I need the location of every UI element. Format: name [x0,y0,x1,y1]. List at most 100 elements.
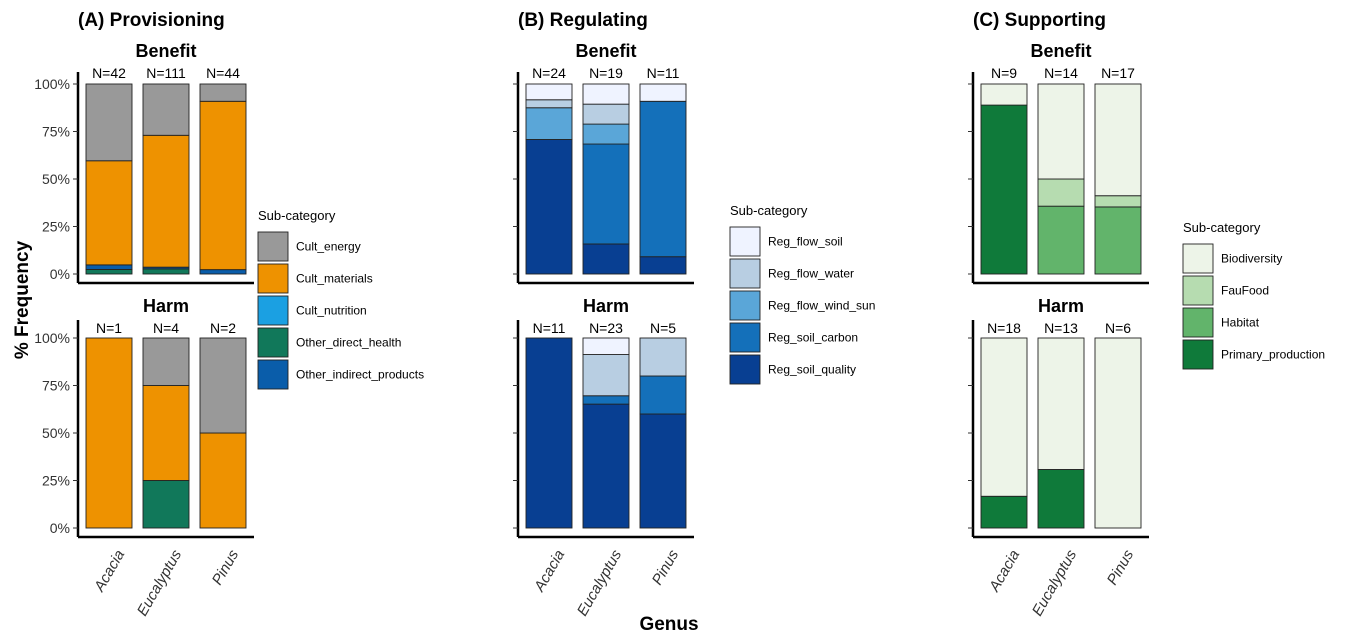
x-tick-label: Pinus [209,547,243,588]
legend-key [257,231,289,262]
legend-key [257,263,289,294]
bar-segment-reg-flow-soil [582,83,630,105]
legend-item-label: Reg_flow_water [768,267,854,281]
bar-segment-cult-energy [199,83,247,102]
sample-size-label: N=6 [1105,320,1131,336]
sample-size-label: N=42 [92,65,126,81]
legend-item-label: Other_indirect_products [296,368,424,382]
bar-segment-cult-materials [85,337,133,529]
y-tick-label: 100% [34,76,70,92]
y-tick-label: 0% [50,520,70,536]
legend-key [1182,275,1214,306]
bar-segment-reg-flow-water [639,337,687,377]
facet-harm: Harm N=18 Acacia N=13 Eucalyptus N=6 Pinus [968,296,1149,619]
legend-key [729,322,761,353]
y-tick-label: 0% [50,266,70,282]
facet-benefit: Benefit N=9 N=14 N=17 [968,41,1149,285]
facet-title: Benefit [135,41,196,61]
bar-segment-habitat [1094,206,1142,275]
bar-segment-reg-flow-wind-sun [582,123,630,145]
panel-1: (B) Regulating Benefit N=24 N=19 N=11 Harm N=1… [513,10,875,619]
sample-size-label: N=1 [96,320,122,336]
bar-segment-reg-soil-carbon [582,143,630,245]
bar-segment-biodiversity [980,337,1028,497]
bar-segment-reg-soil-carbon [582,395,630,405]
bar-segment-biodiversity [1037,337,1085,470]
legend-key [257,327,289,358]
bar-segment-faufood [1037,178,1085,207]
legend-item-label: Cult_materials [296,272,373,286]
bar-segment-other-direct-health [142,480,190,529]
bar-segment-cult-materials [199,432,247,529]
y-tick-label: 75% [42,124,70,140]
legend-key [729,290,761,321]
sample-size-label: N=24 [532,65,566,81]
bar-segment-reg-flow-wind-sun [525,107,573,140]
sample-size-label: N=17 [1101,65,1135,81]
x-tick-label: Eucalyptus [134,547,186,619]
x-tick-label: Acacia [531,547,569,595]
legend-item-label: Habitat [1221,316,1260,330]
bar-segment-cult-materials [142,134,190,268]
legend-key [1182,307,1214,338]
bar-segment-reg-soil-carbon [639,375,687,415]
bar-segment-primary-production [1037,469,1085,529]
sample-size-label: N=5 [650,320,676,336]
x-tick-label: Acacia [91,547,129,595]
bar-segment-reg-flow-water [582,103,630,125]
legend: Sub-category Reg_flow_soil Reg_flow_water R… [729,203,875,385]
facet-benefit: Benefit 0% 25% 50% 75% 100% N=42 N=111 N=44 [34,41,254,285]
sample-size-label: N=23 [589,320,623,336]
bar-segment-cult-energy [142,83,190,136]
bar-segment-reg-soil-quality [525,337,573,529]
y-tick-label: 25% [42,473,70,489]
bar-segment-reg-soil-quality [639,413,687,529]
bar-segment-biodiversity [980,83,1028,106]
bar-segment-habitat [1037,205,1085,275]
bar-segment-reg-flow-soil [525,83,573,101]
panel-title: (A) Provisioning [78,10,225,31]
legend-key [729,226,761,257]
legend: Sub-category Biodiversity FauFood Habitat Pr… [1182,220,1325,370]
bar-segment-primary-production [980,104,1028,275]
facet-title: Benefit [1030,41,1091,61]
x-tick-label: Eucalyptus [1029,547,1081,619]
bar-segment-biodiversity [1037,83,1085,180]
y-tick-label: 75% [42,378,70,394]
sample-size-label: N=44 [206,65,240,81]
legend-title: Sub-category [1183,220,1261,235]
legend-key [1182,339,1214,370]
sample-size-label: N=18 [987,320,1021,336]
y-tick-label: 100% [34,330,70,346]
x-tick-label: Pinus [1104,547,1138,588]
bar-segment-primary-production [980,495,1028,529]
facet-title: Benefit [575,41,636,61]
bar-segment-other-direct-health [85,268,133,275]
sample-size-label: N=11 [533,320,566,336]
legend-key [257,359,289,390]
facet-title: Harm [143,296,189,316]
bar-segment-reg-soil-carbon [639,100,687,258]
legend-item-label: Cult_energy [296,240,361,254]
bar-segment-reg-soil-quality [582,243,630,275]
facet-title: Harm [1038,296,1084,316]
bar-segment-cult-energy [142,337,190,386]
bar-segment-reg-flow-soil [582,337,630,355]
bar-segment-other-direct-health [142,268,190,275]
legend-item-label: Reg_flow_soil [768,235,843,249]
legend-item-label: Other_direct_health [296,336,401,350]
facet-harm: Harm 0% 25% 50% 75% 100% N=1 Acacia N=4 Eucalyptu… [34,296,254,619]
bar-segment-reg-flow-soil [639,83,687,102]
legend-key [729,258,761,289]
bar-segment-reg-soil-quality [582,403,630,529]
sample-size-label: N=111 [146,65,186,81]
sample-size-label: N=4 [153,320,179,336]
bar-segment-cult-materials [199,100,247,271]
sample-size-label: N=11 [647,65,680,81]
sample-size-label: N=14 [1044,65,1078,81]
legend-item-label: Primary_production [1221,348,1325,362]
legend-key [257,295,289,326]
y-tick-label: 50% [42,425,70,441]
y-tick-label: 25% [42,219,70,235]
